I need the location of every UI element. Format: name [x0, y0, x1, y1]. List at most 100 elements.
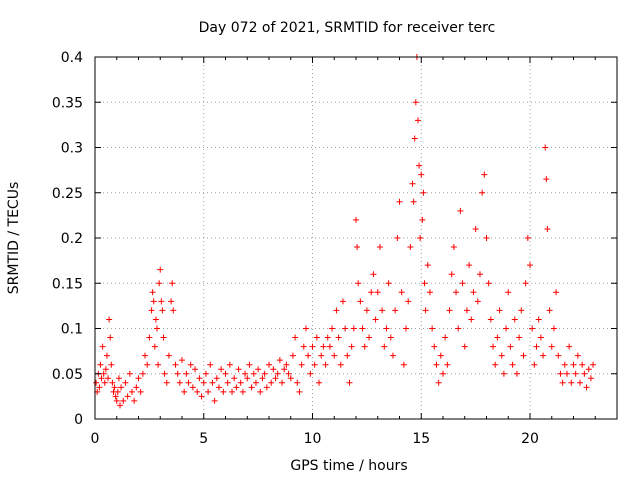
x-tick-label: 20 — [521, 431, 539, 447]
data-point — [99, 343, 106, 350]
data-point — [207, 361, 214, 368]
data-point — [106, 316, 113, 323]
data-point — [120, 397, 127, 404]
data-point — [196, 375, 203, 382]
data-point — [494, 334, 501, 341]
data-point — [429, 325, 436, 332]
data-point — [407, 244, 414, 251]
data-point — [366, 334, 373, 341]
data-point — [139, 370, 146, 377]
data-point — [529, 325, 536, 332]
data-point — [420, 189, 427, 196]
data-point — [581, 370, 588, 377]
data-point — [544, 225, 551, 232]
data-point — [474, 298, 481, 305]
data-point — [250, 370, 257, 377]
y-tick-label: 0.05 — [52, 367, 83, 383]
data-point — [163, 379, 170, 386]
data-point — [300, 343, 307, 350]
y-tick-label: 0.25 — [52, 186, 83, 202]
data-point — [109, 379, 116, 386]
y-tick-label: 0.1 — [61, 322, 83, 338]
y-axis-label: SRMTID / TECUs — [6, 182, 22, 295]
data-point — [108, 361, 115, 368]
data-point — [137, 388, 144, 395]
data-point — [513, 370, 520, 377]
data-point — [285, 370, 292, 377]
data-point — [160, 334, 167, 341]
data-point — [302, 325, 309, 332]
data-point — [585, 366, 592, 373]
data-point — [165, 352, 172, 359]
data-point — [333, 307, 340, 314]
data-point — [294, 379, 301, 386]
data-point — [176, 379, 183, 386]
data-point — [152, 316, 159, 323]
data-point — [279, 379, 286, 386]
data-point — [450, 244, 457, 251]
data-point — [146, 334, 153, 341]
data-point — [412, 99, 419, 106]
data-point — [574, 352, 581, 359]
data-point — [307, 370, 314, 377]
data-point — [535, 316, 542, 323]
data-point — [476, 271, 483, 278]
data-point — [246, 361, 253, 368]
data-point — [387, 334, 394, 341]
data-point — [403, 325, 410, 332]
data-point — [187, 361, 194, 368]
data-point — [292, 334, 299, 341]
data-point — [531, 361, 538, 368]
data-point — [481, 171, 488, 178]
data-point — [431, 343, 438, 350]
data-point — [113, 397, 120, 404]
x-tick-labels: 0 5 10 15 20 — [91, 431, 539, 447]
data-point — [435, 379, 442, 386]
data-point — [577, 379, 584, 386]
data-point — [102, 366, 109, 373]
data-point — [370, 271, 377, 278]
data-point — [516, 334, 523, 341]
data-point — [543, 176, 550, 183]
data-point — [442, 334, 449, 341]
data-point — [419, 216, 426, 223]
chart-title: Day 072 of 2021, SRMTID for receiver ter… — [199, 20, 496, 36]
data-point — [533, 343, 540, 350]
data-point — [296, 388, 303, 395]
data-point — [257, 388, 264, 395]
data-point — [135, 375, 142, 382]
data-point — [498, 352, 505, 359]
data-point — [579, 361, 586, 368]
data-point — [559, 379, 566, 386]
data-point — [421, 280, 428, 287]
data-point — [272, 375, 279, 382]
data-point — [353, 216, 359, 223]
data-point — [466, 262, 473, 269]
data-point — [170, 307, 177, 314]
data-point — [252, 379, 259, 386]
data-point — [396, 198, 403, 205]
data-point — [118, 384, 125, 391]
data-point — [509, 361, 516, 368]
data-point — [500, 370, 507, 377]
data-point — [424, 262, 431, 269]
data-point — [122, 379, 129, 386]
data-point — [457, 207, 464, 214]
data-point — [202, 370, 209, 377]
data-point — [224, 379, 231, 386]
data-point — [192, 366, 199, 373]
data-point — [566, 343, 573, 350]
data-point — [128, 388, 135, 395]
data-point — [410, 198, 417, 205]
data-point — [263, 384, 270, 391]
data-point — [392, 307, 399, 314]
data-point — [112, 393, 119, 400]
data-point — [540, 352, 547, 359]
data-point — [142, 352, 149, 359]
data-point — [503, 325, 510, 332]
data-point — [326, 343, 333, 350]
data-point — [183, 370, 190, 377]
y-tick-label: 0.2 — [61, 231, 83, 247]
data-point — [468, 316, 475, 323]
data-point — [555, 352, 562, 359]
